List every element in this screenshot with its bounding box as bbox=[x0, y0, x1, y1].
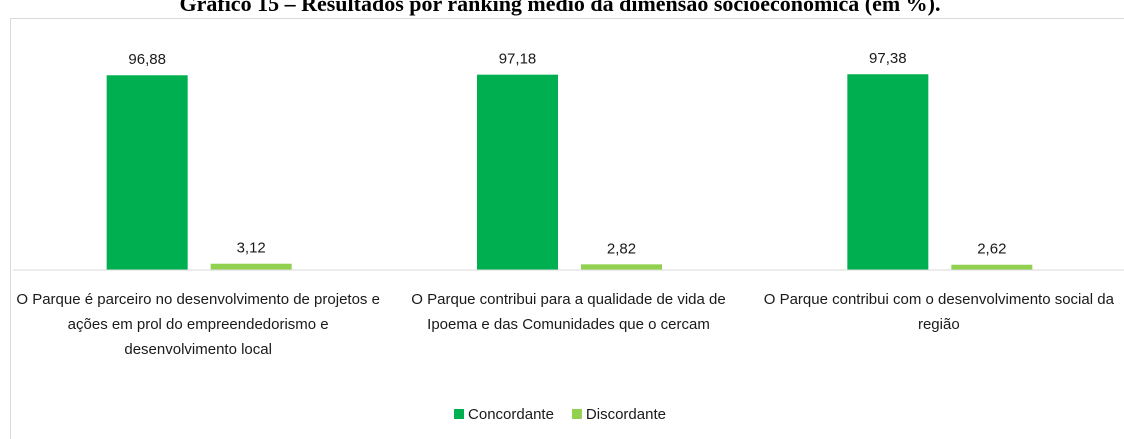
bar bbox=[951, 264, 1033, 270]
bar bbox=[477, 74, 558, 270]
bar bbox=[847, 74, 929, 270]
legend-label: Discordante bbox=[586, 406, 666, 423]
legend-swatch bbox=[454, 409, 465, 419]
x-tick-label: O Parque contribui com o desenvolvimento… bbox=[764, 291, 1115, 333]
bar bbox=[106, 75, 188, 270]
data-label: 97,18 bbox=[499, 51, 537, 68]
x-tick-label: O Parque é parceiro no desenvolvimento d… bbox=[16, 291, 380, 358]
chart-title: Gráfico 15 – Resultados por ranking médi… bbox=[179, 0, 940, 16]
data-label: 3,12 bbox=[237, 240, 266, 257]
legend-label: Concordante bbox=[468, 406, 554, 423]
data-label: 96,88 bbox=[128, 51, 166, 68]
bar bbox=[210, 263, 292, 270]
bar bbox=[581, 264, 662, 270]
data-label: 97,38 bbox=[869, 50, 907, 67]
x-tick-label: O Parque contribui para a qualidade de v… bbox=[411, 291, 725, 333]
legend-swatch bbox=[571, 409, 582, 419]
data-label: 2,62 bbox=[977, 241, 1006, 258]
data-label: 2,82 bbox=[607, 240, 636, 257]
chart-frame bbox=[10, 18, 1124, 439]
legend: Concordante Discordante bbox=[454, 406, 666, 423]
